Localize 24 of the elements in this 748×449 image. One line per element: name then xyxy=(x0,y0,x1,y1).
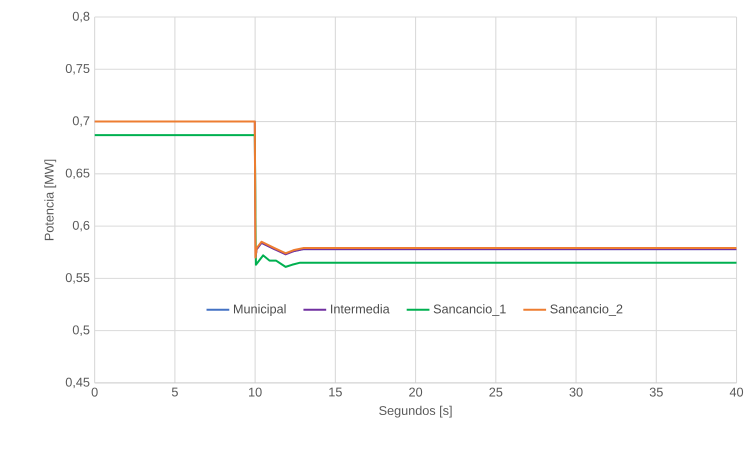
legend-label: Intermedia xyxy=(331,304,390,314)
x-tick-label: 35 xyxy=(650,388,663,397)
y-tick-label: 0,6 xyxy=(72,220,90,232)
x-tick-label: 25 xyxy=(489,388,502,397)
y-tick-label: 0,8 xyxy=(72,12,90,22)
y-tick-label: 0,65 xyxy=(66,168,90,180)
x-tick-label: 40 xyxy=(730,388,744,397)
x-tick-label: 30 xyxy=(569,388,583,397)
x-tick-label: 15 xyxy=(329,388,342,397)
legend-label: Sancancio_2 xyxy=(550,304,622,316)
x-tick-label: 0 xyxy=(92,388,98,397)
y-axis-title: Potencia [MW] xyxy=(44,160,56,240)
x-axis-title: Segundos [s] xyxy=(379,406,452,418)
line-series xyxy=(94,134,737,268)
y-tick-label: 0,55 xyxy=(66,273,90,284)
y-tick-label: 0,5 xyxy=(72,325,90,336)
legend-label: Municipal xyxy=(234,304,286,316)
x-tick-label: 10 xyxy=(249,388,262,397)
y-tick-label: 0,75 xyxy=(66,64,90,75)
y-tick-label: 0,7 xyxy=(72,116,90,127)
legend-label: Sancancio_1 xyxy=(434,304,506,316)
y-tick-label: 0,45 xyxy=(66,378,90,388)
x-tick-label: 20 xyxy=(409,388,422,397)
x-tick-label: 5 xyxy=(172,388,178,397)
